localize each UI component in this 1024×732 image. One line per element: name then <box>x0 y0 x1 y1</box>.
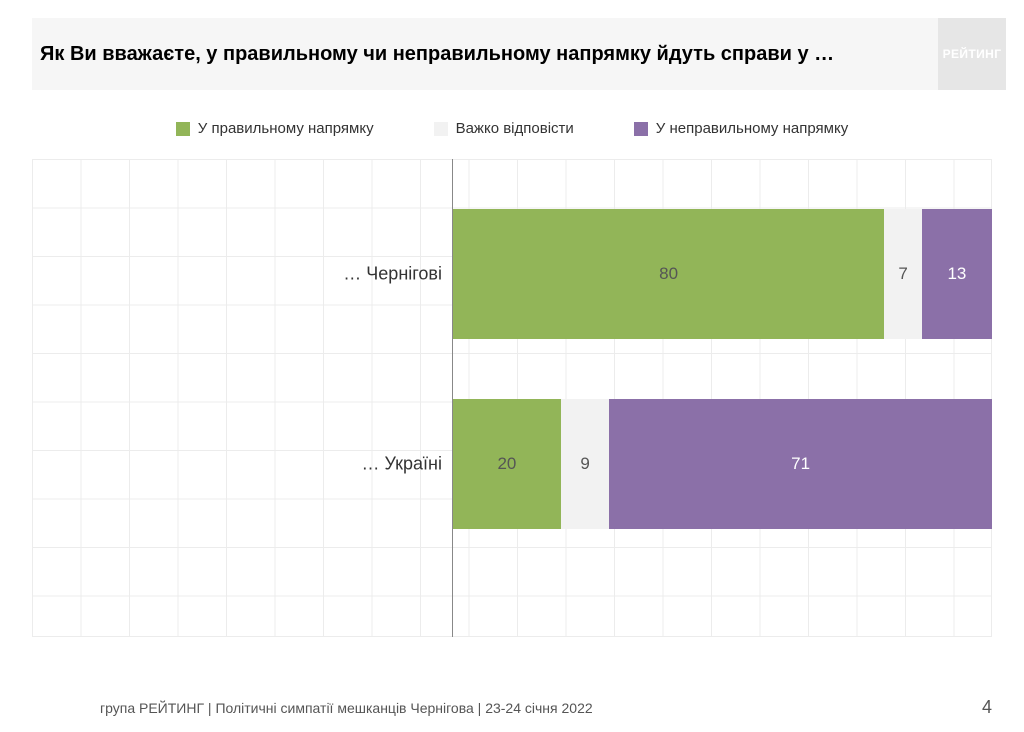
legend-swatch <box>634 122 648 136</box>
legend-item: У правильному напрямку <box>176 120 374 137</box>
chart-area: У правильному напрямку Важко відповісти … <box>32 120 992 662</box>
legend-item: У неправильному напрямку <box>634 120 848 137</box>
category-label: … Чернігові <box>343 264 442 285</box>
category-label: … Україні <box>362 454 442 475</box>
legend-swatch <box>434 122 448 136</box>
page-title: Як Ви вважаєте, у правильному чи неправи… <box>40 43 834 66</box>
legend: У правильному напрямку Важко відповісти … <box>32 120 992 137</box>
bar-row: 80 7 13 <box>453 209 992 339</box>
header-band: Як Ви вважаєте, у правильному чи неправи… <box>32 18 1006 90</box>
category-labels: … Чернігові … Україні <box>32 159 452 637</box>
bar-segment: 7 <box>884 209 922 339</box>
bar-segment: 71 <box>609 399 992 529</box>
bar-segment: 9 <box>561 399 610 529</box>
bars-wrap: 80 7 13 20 9 71 <box>452 159 992 637</box>
page: Як Ви вважаєте, у правильному чи неправи… <box>0 0 1024 732</box>
bar-segment: 20 <box>453 399 561 529</box>
plot: … Чернігові … Україні 80 7 13 20 9 71 <box>32 159 992 637</box>
bar-segment: 13 <box>922 209 992 339</box>
footer-text: група РЕЙТИНГ | Політичні симпатії мешка… <box>100 700 593 716</box>
legend-label: Важко відповісти <box>456 120 574 137</box>
plot-container: 80 7 13 20 9 71 <box>452 159 992 637</box>
legend-swatch <box>176 122 190 136</box>
legend-label: У правильному напрямку <box>198 120 374 137</box>
bar-row: 20 9 71 <box>453 399 992 529</box>
brand-logo: РЕЙТИНГ <box>938 18 1006 90</box>
legend-item: Важко відповісти <box>434 120 574 137</box>
legend-label: У неправильному напрямку <box>656 120 848 137</box>
bar-segment: 80 <box>453 209 884 339</box>
page-number: 4 <box>982 697 992 718</box>
footer: група РЕЙТИНГ | Політичні симпатії мешка… <box>100 697 992 718</box>
